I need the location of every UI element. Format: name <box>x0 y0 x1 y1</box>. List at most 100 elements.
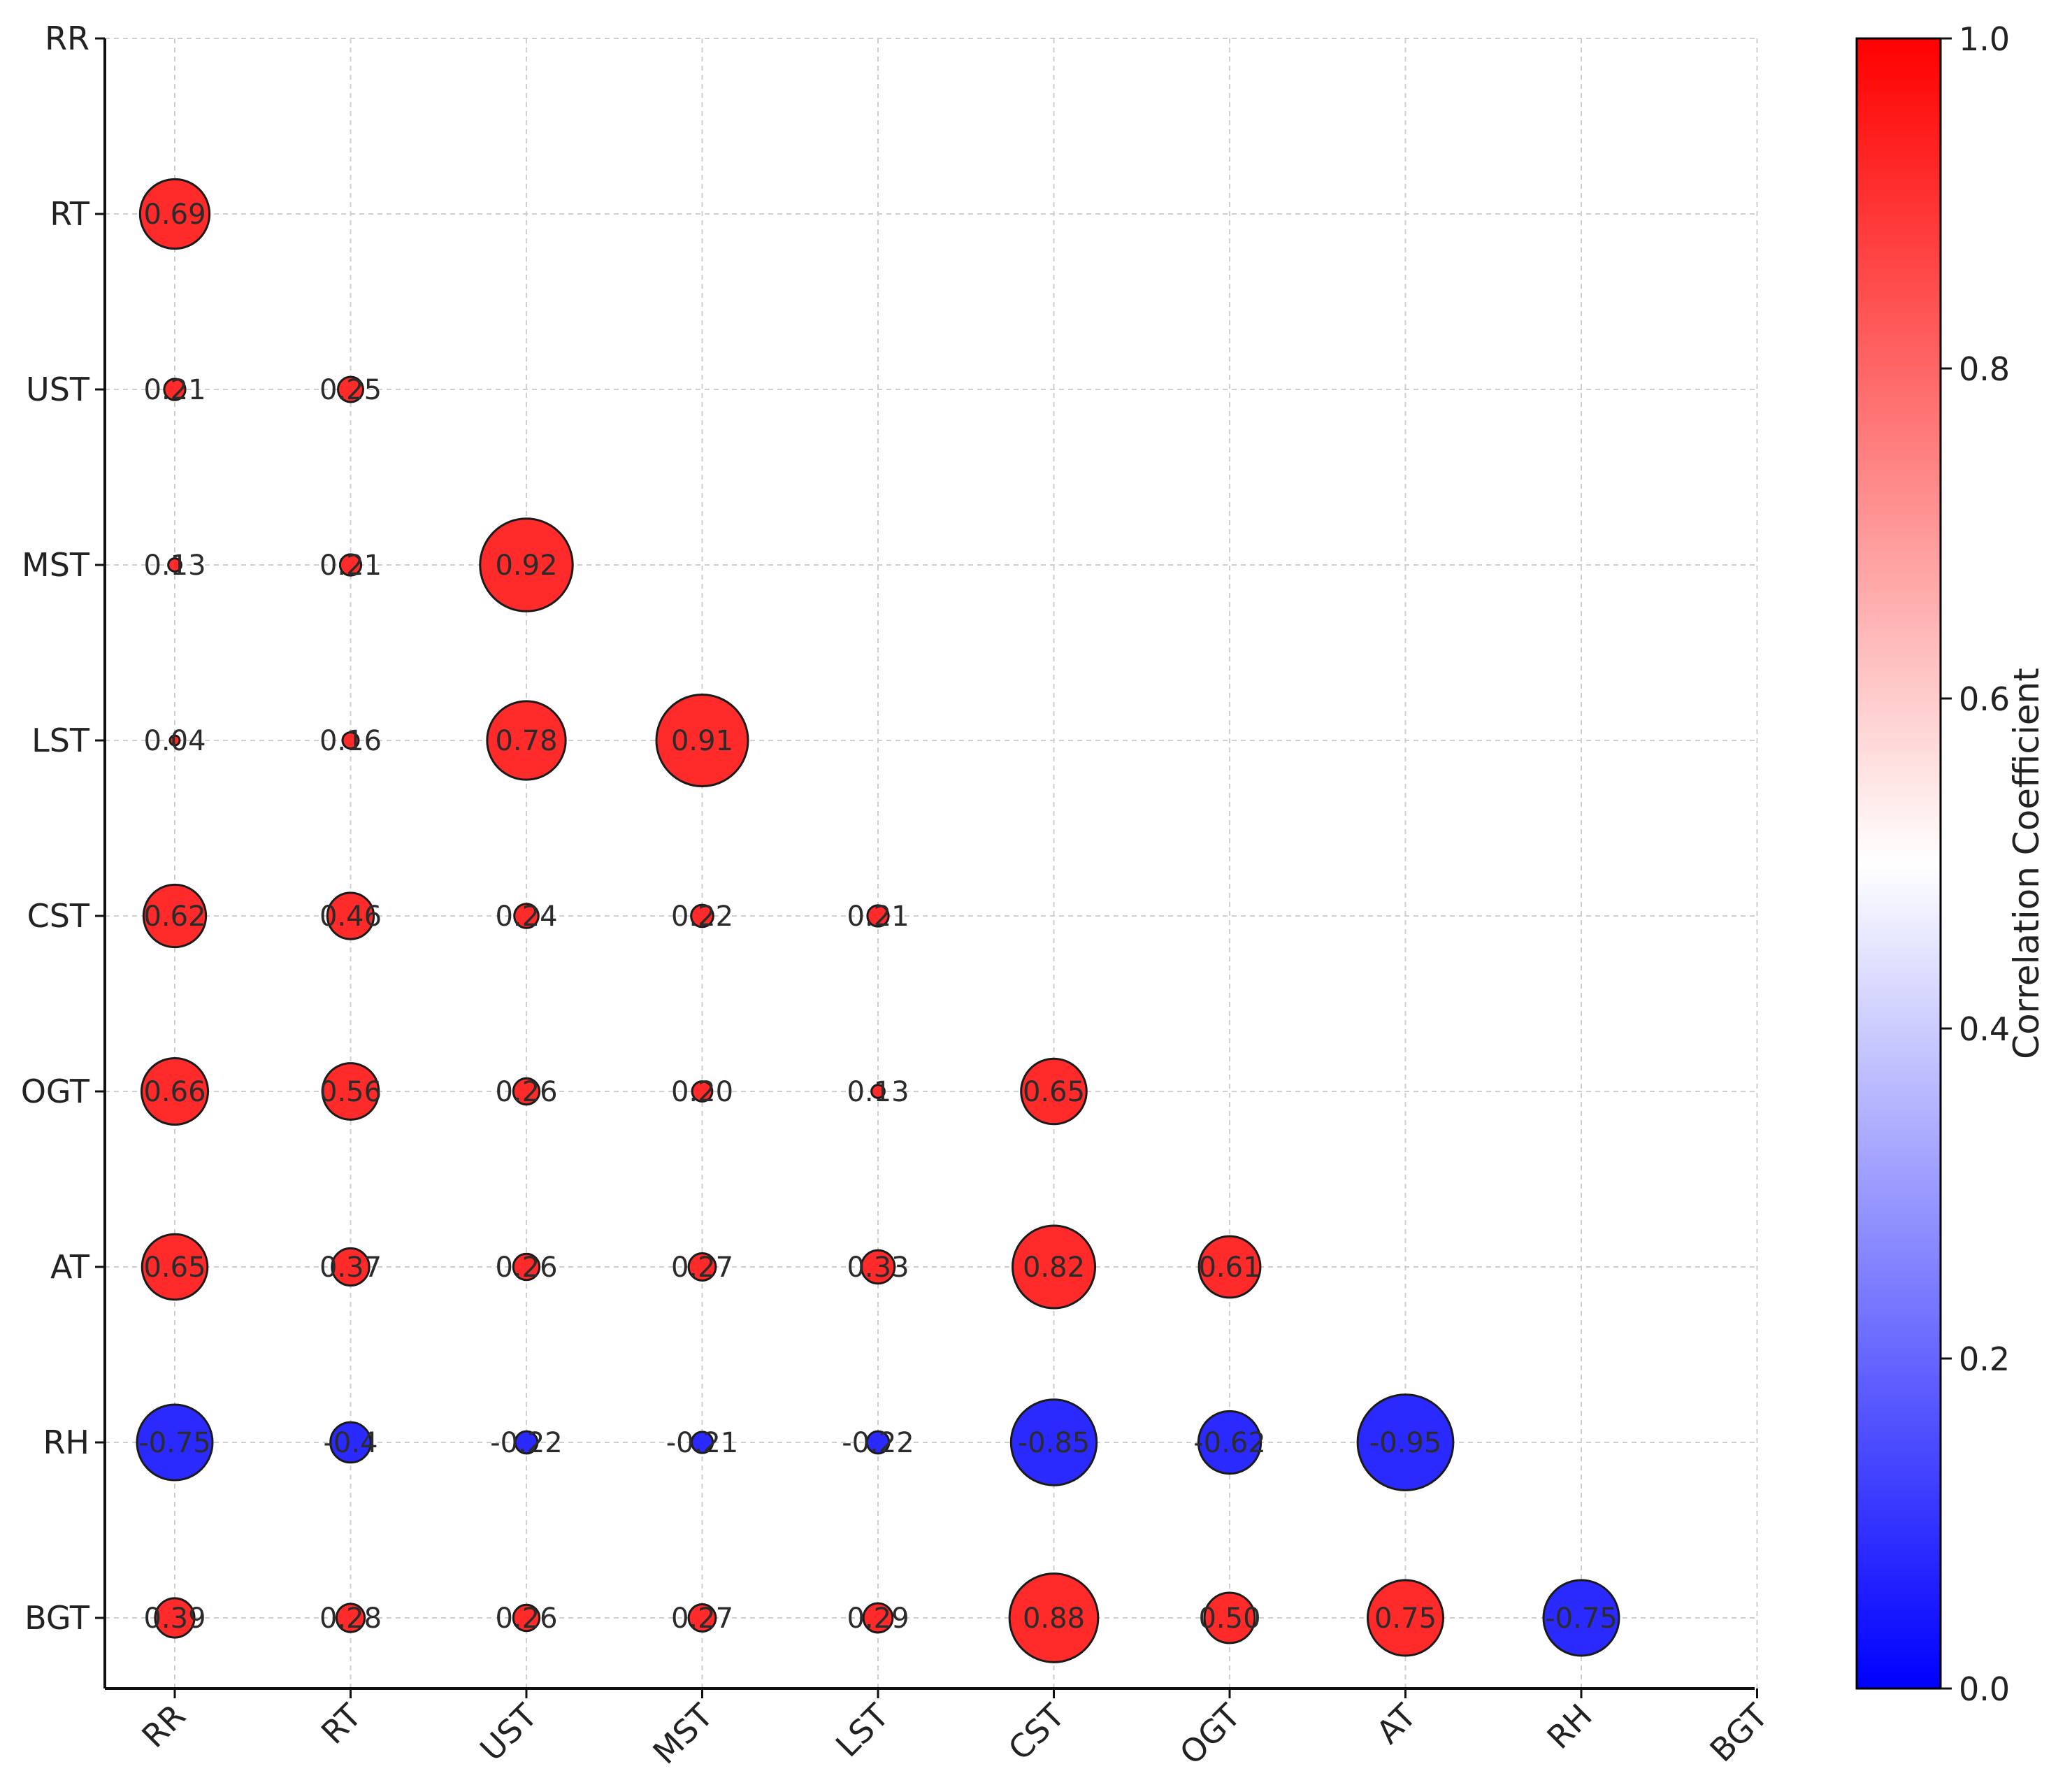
bubble-label: 0.20 <box>671 1076 733 1108</box>
bubble <box>1020 1057 1088 1126</box>
bubble <box>337 375 364 403</box>
bubble <box>865 1430 891 1455</box>
bubble-label: 0.04 <box>143 725 206 757</box>
bubble <box>136 1403 214 1482</box>
bubble-label: -0.95 <box>1369 1427 1442 1459</box>
bubble-label: 0.24 <box>495 901 557 933</box>
bubble <box>167 557 182 573</box>
bubble-label: 0.29 <box>847 1603 909 1635</box>
bubble-label: 0.82 <box>1023 1252 1085 1284</box>
bubble <box>154 1597 196 1639</box>
bubble <box>1011 1224 1097 1310</box>
bubble <box>514 1430 539 1455</box>
bubble <box>690 1431 714 1454</box>
bubble <box>335 1603 366 1633</box>
bubble <box>512 1603 541 1633</box>
bubble <box>163 378 187 401</box>
x-tick-label: RT <box>314 1696 369 1751</box>
bubble-label: 0.37 <box>319 1252 382 1284</box>
bubble <box>1367 1579 1444 1657</box>
y-tick-label: UST <box>26 371 90 408</box>
bubble <box>655 693 749 788</box>
bubble <box>866 904 890 928</box>
bubble-label: 0.66 <box>143 1076 206 1108</box>
colorbar-tick-label: 1.0 <box>1959 20 2010 58</box>
bubble-label: -0.75 <box>1545 1603 1618 1635</box>
bubble-label: -0.85 <box>1018 1427 1091 1459</box>
bubble <box>138 178 211 250</box>
bubble <box>513 903 540 929</box>
bubble <box>1203 1591 1256 1644</box>
y-tick-label: RH <box>43 1424 89 1461</box>
x-tick-label: AT <box>1369 1696 1423 1751</box>
bubble-label: 0.21 <box>143 374 206 406</box>
bubble <box>486 700 567 781</box>
bubble <box>479 517 574 612</box>
bubble-label: 0.65 <box>143 1252 206 1284</box>
colorbar-label: Correlation Coefficient <box>2006 668 2047 1059</box>
y-tick-label: BGT <box>24 1599 90 1637</box>
bubble-label: 0.61 <box>1198 1252 1260 1284</box>
bubble-label: 0.26 <box>495 1603 557 1635</box>
bubble <box>512 1077 541 1106</box>
bubble-label: 0.78 <box>495 725 557 757</box>
bubble-label: 0.75 <box>1374 1603 1437 1635</box>
bubble <box>687 1603 717 1633</box>
bubble-label: 0.21 <box>319 550 382 582</box>
bubble <box>512 1252 541 1282</box>
bubble-label: 0.27 <box>671 1252 733 1284</box>
bubble <box>691 1080 714 1103</box>
bubble <box>141 1233 209 1301</box>
bubble <box>321 1062 380 1121</box>
bubble <box>1008 1572 1100 1663</box>
x-tick-label: UST <box>473 1696 545 1768</box>
bubble <box>687 1252 717 1282</box>
bubble <box>1356 1393 1455 1491</box>
y-tick-label: LST <box>31 722 90 759</box>
y-tick-label: RT <box>50 195 90 233</box>
bubble-label: 0.21 <box>847 901 909 933</box>
bubble <box>860 1249 896 1285</box>
bubble-label: 0.46 <box>319 901 382 933</box>
bubble <box>1197 1235 1262 1299</box>
bubble <box>1197 1410 1262 1475</box>
bubble-label: 0.25 <box>319 374 382 406</box>
bubble <box>690 903 714 929</box>
y-tick-label: AT <box>50 1248 90 1286</box>
bubble-label: -0.62 <box>1193 1427 1266 1459</box>
bubble-label: 0.39 <box>143 1603 206 1635</box>
bubble <box>1009 1398 1098 1486</box>
bubble-label: -0.22 <box>490 1427 563 1459</box>
bubble <box>140 1056 210 1126</box>
bubble-label: 0.27 <box>671 1603 733 1635</box>
colorbar: Correlation Coefficient 0.0 0.2 0.4 0.6 0.8 1… <box>1855 20 2047 1708</box>
x-tick-label: BGT <box>1702 1696 1775 1769</box>
y-tick-label: CST <box>27 897 90 935</box>
colorbar-tick-label: 0.0 <box>1959 1670 2010 1708</box>
tick-labels: RR RR RT RT UST UST MST MST LST LST CST CST OGT OGT AT… <box>21 20 1776 1772</box>
bubble-label: 0.26 <box>495 1252 557 1284</box>
colorbar-gradient <box>1855 37 1942 1690</box>
bubble <box>1542 1579 1620 1657</box>
x-tick-label: MST <box>646 1696 721 1771</box>
colorbar-tick-label: 0.8 <box>1959 350 2010 388</box>
x-tick-label: OGT <box>1172 1696 1248 1772</box>
y-tick-label: OGT <box>21 1073 90 1110</box>
bubble-label: 0.33 <box>847 1252 909 1284</box>
y-tick-label: RR <box>45 20 89 57</box>
bubble-label: 0.56 <box>319 1076 382 1108</box>
bubble-label: -0.21 <box>666 1427 739 1459</box>
bubble <box>870 1084 886 1099</box>
bubble <box>326 891 375 940</box>
bubble-label: 0.88 <box>1023 1603 1085 1635</box>
bubbles: 0.69 0.21 0.25 0.13 0.21 0.92 0.04 0.16 0.78 0.91… <box>136 178 1620 1663</box>
bubble <box>862 1602 894 1634</box>
bubble <box>341 731 360 750</box>
bubble-label: 0.91 <box>671 725 733 757</box>
bubble-label: -0.4 <box>323 1427 377 1459</box>
colorbar-tick-label: 0.4 <box>1959 1010 2010 1048</box>
bubble-label: 0.92 <box>495 550 557 582</box>
bubble-label: 0.50 <box>1198 1603 1260 1635</box>
bubble-label: 0.22 <box>671 901 733 933</box>
